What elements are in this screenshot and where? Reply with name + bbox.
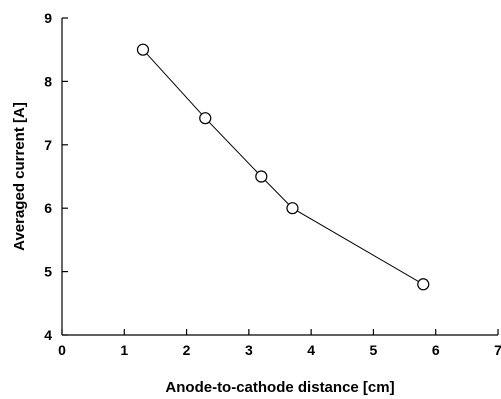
plot-area: 0 1 2 3 4 5 6 7 4 5 6 7 8 9: [44, 10, 501, 358]
y-axis-ticks: 4 5 6 7 8 9: [44, 10, 68, 343]
x-tick-label: 0: [58, 342, 66, 358]
x-tick-label: 7: [494, 342, 501, 358]
data-point: [418, 279, 429, 290]
y-tick-label: 6: [44, 200, 52, 216]
x-tick-label: 6: [432, 342, 440, 358]
data-point: [200, 113, 211, 124]
x-tick-label: 2: [183, 342, 191, 358]
x-axis-ticks: 0 1 2 3 4 5 6 7: [58, 329, 501, 358]
y-tick-label: 7: [44, 137, 52, 153]
y-tick-label: 5: [44, 264, 52, 280]
x-tick-label: 1: [120, 342, 128, 358]
x-tick-label: 3: [245, 342, 253, 358]
x-tick-label: 4: [307, 342, 315, 358]
y-tick-label: 8: [44, 73, 52, 89]
x-axis-title: Anode-to-cathode distance [cm]: [165, 379, 394, 396]
series-line: [143, 50, 423, 285]
data-point: [256, 171, 267, 182]
y-tick-label: 9: [44, 10, 52, 26]
data-point: [287, 203, 298, 214]
series-group: [137, 44, 428, 290]
x-tick-label: 5: [370, 342, 378, 358]
y-axis-title: Averaged current [A]: [11, 102, 28, 251]
data-point: [137, 44, 148, 55]
y-tick-label: 4: [44, 327, 52, 343]
